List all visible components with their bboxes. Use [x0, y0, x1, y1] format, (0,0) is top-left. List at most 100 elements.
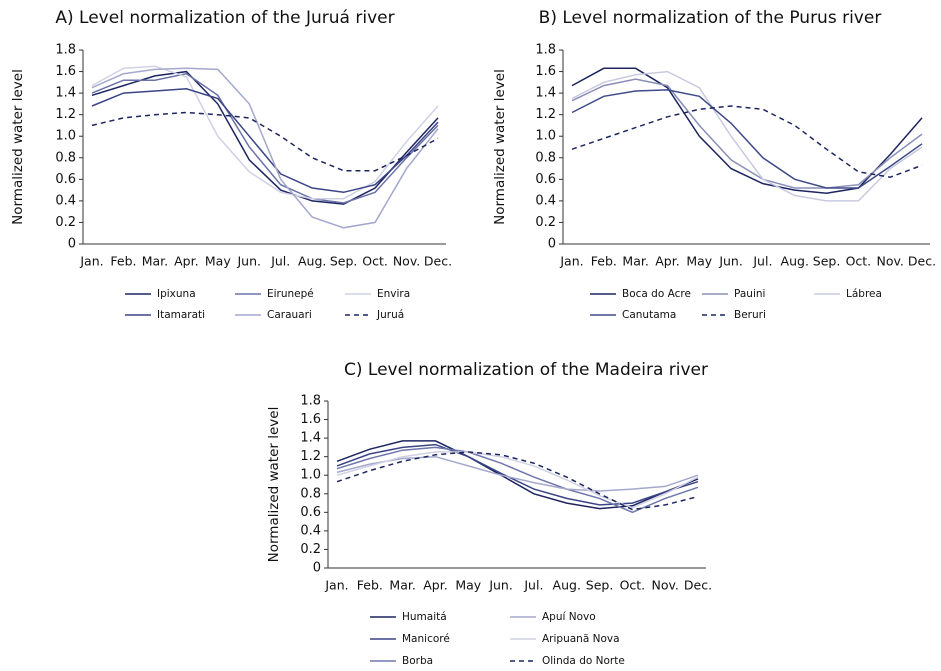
x-tick-label: Aug. — [781, 254, 809, 269]
y-tick-label: 0.2 — [55, 215, 76, 230]
y-tick-label: 0.6 — [535, 172, 556, 187]
x-tick-label: Sep. — [813, 254, 841, 269]
chart-title: C) Level normalization of the Madeira ri… — [344, 360, 708, 380]
legend-label: Apuí Novo — [542, 611, 596, 623]
x-tick-label: Nov. — [651, 578, 678, 593]
x-tick-label: Aug. — [298, 254, 326, 269]
chart-title: A) Level normalization of the Juruá rive… — [55, 8, 394, 28]
x-tick-label: Aug. — [553, 578, 581, 593]
y-tick-label: 0.6 — [55, 172, 76, 187]
y-tick-label: 0 — [313, 561, 321, 576]
x-tick-label: Mar. — [389, 578, 415, 593]
y-tick-label: 1.6 — [55, 64, 76, 79]
series-line — [571, 89, 923, 189]
y-tick-label: 1.0 — [535, 129, 556, 144]
y-tick-label: 0.4 — [535, 193, 556, 208]
legend-label: Beruri — [734, 309, 766, 321]
x-tick-label: Jan. — [79, 254, 103, 269]
legend-label: Lábrea — [846, 288, 882, 300]
y-tick-label: 1.8 — [55, 43, 76, 58]
legend-label: Borba — [402, 655, 433, 667]
y-axis-label: Normalized water level — [266, 407, 282, 563]
x-tick-label: Oct. — [620, 578, 646, 593]
x-tick-label: May — [455, 578, 481, 593]
x-tick-label: May — [205, 254, 231, 269]
x-tick-label: May — [686, 254, 712, 269]
legend-label: Envira — [377, 288, 410, 300]
y-axis-label: Normalized water level — [10, 69, 26, 225]
x-tick-label: Jun. — [237, 254, 262, 269]
x-tick-label: Jul. — [752, 254, 772, 269]
x-tick-label: Dec. — [908, 254, 936, 269]
series-line — [571, 78, 923, 189]
y-tick-label: 1.2 — [535, 107, 556, 122]
legend-label: Manicoré — [402, 633, 450, 645]
y-tick-label: 1.4 — [300, 431, 321, 446]
x-tick-label: Feb. — [357, 578, 383, 593]
y-tick-label: 1.4 — [535, 86, 556, 101]
y-tick-label: 0.8 — [535, 150, 556, 165]
x-tick-label: Nov. — [393, 254, 420, 269]
series-line — [571, 67, 923, 195]
chart-title: B) Level normalization of the Purus rive… — [539, 8, 882, 28]
x-tick-label: Apr. — [423, 578, 447, 593]
y-axis-label: Normalized water level — [492, 69, 508, 225]
y-tick-label: 0 — [68, 237, 76, 252]
y-tick-label: 0.2 — [535, 215, 556, 230]
y-tick-label: 1.6 — [300, 412, 321, 427]
x-tick-label: Feb. — [591, 254, 617, 269]
y-tick-label: 1.0 — [55, 129, 76, 144]
series-line — [571, 105, 923, 178]
y-tick-label: 0.4 — [55, 193, 76, 208]
y-tick-label: 1.2 — [55, 107, 76, 122]
series-line — [336, 446, 699, 514]
x-tick-label: Apr. — [174, 254, 198, 269]
legend-label: Olinda do Norte — [542, 655, 625, 667]
x-tick-label: Feb. — [110, 254, 136, 269]
legend-label: Eirunepé — [267, 288, 314, 300]
x-tick-label: Jan. — [559, 254, 583, 269]
legend-label: Pauini — [734, 288, 765, 300]
x-tick-label: Sep. — [586, 578, 614, 593]
series-line — [571, 70, 923, 202]
x-tick-label: Jun. — [488, 578, 513, 593]
y-tick-label: 1.0 — [300, 468, 321, 483]
legend-label: Canutama — [622, 309, 676, 321]
legend-label: Itamarati — [157, 309, 205, 321]
series-line — [91, 65, 439, 200]
y-tick-label: 1.6 — [535, 64, 556, 79]
y-tick-label: 1.8 — [300, 394, 321, 409]
x-tick-label: Oct. — [846, 254, 872, 269]
y-tick-label: 1.2 — [300, 449, 321, 464]
series-line — [336, 451, 699, 509]
series-line — [91, 67, 439, 229]
x-tick-label: Mar. — [142, 254, 168, 269]
x-tick-label: Oct. — [362, 254, 388, 269]
series-line — [91, 72, 439, 204]
series-line — [91, 88, 439, 194]
y-tick-label: 0.4 — [300, 523, 321, 538]
y-tick-label: 1.4 — [55, 86, 76, 101]
x-tick-label: Jul. — [523, 578, 543, 593]
legend-label: Aripuanã Nova — [542, 633, 620, 645]
legend-label: Carauari — [267, 309, 312, 321]
legend-label: Humaitá — [402, 611, 447, 623]
y-tick-label: 0.2 — [300, 542, 321, 557]
x-tick-label: Jul. — [270, 254, 290, 269]
x-tick-label: Nov. — [876, 254, 903, 269]
series-line — [336, 455, 699, 492]
y-tick-label: 1.8 — [535, 43, 556, 58]
x-tick-label: Sep. — [330, 254, 358, 269]
series-line — [336, 443, 699, 506]
series-line — [336, 451, 699, 511]
y-tick-label: 0.6 — [300, 505, 321, 520]
x-tick-label: Apr. — [655, 254, 679, 269]
y-tick-label: 0.8 — [300, 486, 321, 501]
legend-label: Ipixuna — [157, 288, 196, 300]
x-tick-label: Dec. — [684, 578, 712, 593]
y-tick-label: 0 — [548, 237, 556, 252]
x-tick-label: Dec. — [424, 254, 452, 269]
x-tick-label: Mar. — [622, 254, 648, 269]
x-tick-label: Jun. — [718, 254, 743, 269]
series-line — [91, 70, 439, 205]
